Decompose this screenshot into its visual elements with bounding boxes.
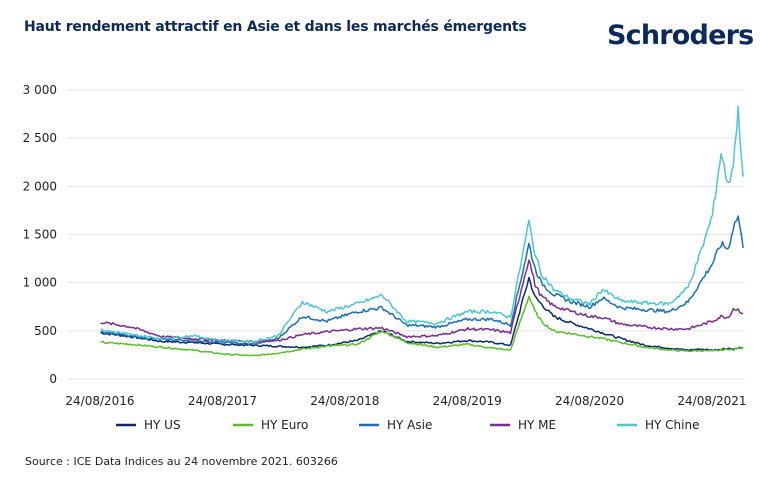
source-note: Source : ICE Data Indices au 24 novembre… bbox=[25, 455, 338, 468]
schroders-logo: Schroders bbox=[607, 20, 754, 51]
series-line-hy-chine bbox=[100, 105, 744, 343]
y-tick-label: 1 000 bbox=[23, 276, 57, 290]
gridlines bbox=[68, 89, 745, 380]
y-tick-label: 1 500 bbox=[23, 228, 57, 242]
x-tick-label: 24/08/2021 bbox=[677, 394, 746, 408]
y-tick-label: 3 000 bbox=[23, 83, 57, 97]
legend-label: HY Asie bbox=[387, 418, 432, 432]
y-tick-label: 0 bbox=[49, 372, 57, 386]
series-line-hy-asie bbox=[100, 215, 744, 346]
legend-label: HY Euro bbox=[261, 418, 308, 432]
x-axis-ticks: 24/08/2016 24/08/2017 24/08/2018 24/08/2019… bbox=[65, 394, 746, 408]
series-line-hy-us bbox=[100, 276, 744, 352]
series-line-hy-me bbox=[100, 259, 744, 343]
series-lines bbox=[100, 105, 744, 357]
x-tick-label: 24/08/2018 bbox=[310, 394, 379, 408]
series-line-hy-euro bbox=[100, 295, 744, 357]
legend-label: HY ME bbox=[518, 418, 556, 432]
legend-label: HY Chine bbox=[645, 418, 699, 432]
y-tick-label: 500 bbox=[34, 324, 57, 338]
x-tick-label: 24/08/2019 bbox=[433, 394, 502, 408]
y-axis-ticks: 0 500 1 000 1 500 2 000 2 500 3 000 bbox=[23, 83, 57, 386]
legend-label: HY US bbox=[144, 418, 181, 432]
legend: HY US HY Euro HY Asie HY ME HY Chine bbox=[116, 418, 699, 432]
x-tick-label: 24/08/2020 bbox=[555, 394, 624, 408]
y-tick-label: 2 500 bbox=[23, 131, 57, 145]
chart-title: Haut rendement attractif en Asie et dans… bbox=[24, 19, 527, 35]
x-tick-label: 24/08/2016 bbox=[65, 394, 134, 408]
y-tick-label: 2 000 bbox=[23, 179, 57, 193]
x-tick-label: 24/08/2017 bbox=[188, 394, 257, 408]
